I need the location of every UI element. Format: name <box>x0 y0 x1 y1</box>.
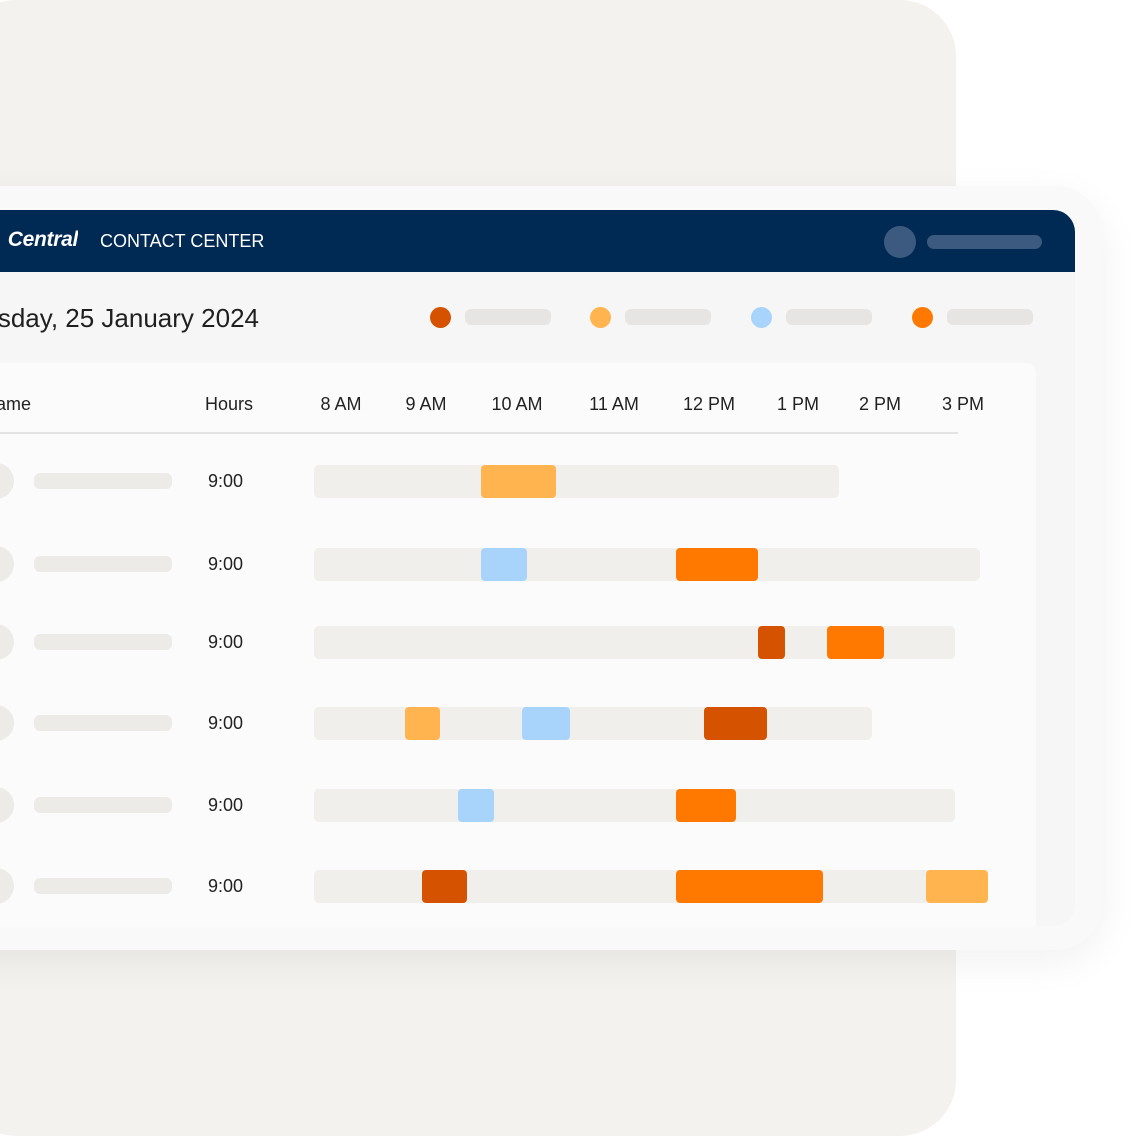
name-column-header[interactable]: ame <box>0 394 31 414</box>
legend-dot <box>912 307 933 328</box>
time-column-label: 8 AM <box>320 394 362 414</box>
time-column-label: 2 PM <box>858 394 901 414</box>
legend-label-placeholder <box>625 309 711 325</box>
schedule-block[interactable] <box>675 548 758 581</box>
legend-dot <box>430 307 451 328</box>
shift-track[interactable] <box>314 870 988 903</box>
header-divider <box>0 432 958 434</box>
time-column-label: 11 AM <box>589 394 639 414</box>
agent-hours: 9:00 <box>208 471 244 491</box>
agent-name-placeholder[interactable] <box>34 634 172 650</box>
legend-label-placeholder <box>947 309 1033 325</box>
schedule-block[interactable] <box>404 707 440 740</box>
schedule-block[interactable] <box>704 707 767 740</box>
schedule-block[interactable] <box>521 707 571 740</box>
agent-name-placeholder[interactable] <box>34 556 172 572</box>
schedule-block[interactable] <box>826 626 885 659</box>
agent-name-placeholder[interactable] <box>34 878 172 894</box>
brand-logo[interactable]: Central <box>7 228 78 251</box>
agent-name-placeholder[interactable] <box>34 473 172 489</box>
agent-avatar[interactable] <box>0 868 14 904</box>
schedule-block[interactable] <box>480 465 556 498</box>
legend-dot <box>751 307 772 328</box>
time-column-label: 10 AM <box>491 394 543 414</box>
agent-hours: 9:00 <box>208 795 244 815</box>
agent-name-placeholder[interactable] <box>34 715 172 731</box>
schedule-block[interactable] <box>480 548 527 581</box>
shift-track[interactable] <box>314 707 872 740</box>
schedule-panel: ame Hours 8 AM 9 AM 10 AM 11 AM 12 PM 1 PM 2 P… <box>0 363 1036 926</box>
user-avatar[interactable] <box>884 226 916 258</box>
agent-name-placeholder[interactable] <box>34 797 172 813</box>
schedule-block[interactable] <box>925 870 988 903</box>
schedule-block[interactable] <box>421 870 467 903</box>
app-title: CONTACT CENTER <box>100 231 265 251</box>
shift-track[interactable] <box>314 789 955 822</box>
schedule-block[interactable] <box>675 789 736 822</box>
time-column-label: 3 PM <box>941 394 984 414</box>
page-date-title: rsday, 25 January 2024 <box>0 303 259 333</box>
agent-hours: 9:00 <box>208 554 244 574</box>
schedule-block[interactable] <box>457 789 495 822</box>
time-column-label: 9 AM <box>405 394 447 414</box>
shift-track[interactable] <box>314 548 980 581</box>
legend-label-placeholder <box>465 309 551 325</box>
agent-avatar[interactable] <box>0 705 14 741</box>
top-nav-bar: Central CONTACT CENTER <box>0 210 1075 272</box>
schedule-block[interactable] <box>757 626 785 659</box>
time-column-label: 12 PM <box>682 394 736 414</box>
app-window: Central CONTACT CENTER rsday, 25 January… <box>0 210 1075 926</box>
legend-label-placeholder <box>786 309 872 325</box>
agent-hours: 9:00 <box>208 876 244 896</box>
shift-track[interactable] <box>314 465 839 498</box>
legend-dot <box>590 307 611 328</box>
shift-track[interactable] <box>314 626 955 659</box>
user-name-placeholder[interactable] <box>927 235 1042 249</box>
hours-column-header[interactable]: Hours <box>205 394 254 414</box>
agent-hours: 9:00 <box>208 713 244 733</box>
agent-avatar[interactable] <box>0 787 14 823</box>
agent-hours: 9:00 <box>208 632 244 652</box>
time-column-label: 1 PM <box>776 394 819 414</box>
agent-avatar[interactable] <box>0 624 14 660</box>
agent-avatar[interactable] <box>0 546 14 582</box>
agent-avatar[interactable] <box>0 463 14 499</box>
schedule-block[interactable] <box>675 870 823 903</box>
